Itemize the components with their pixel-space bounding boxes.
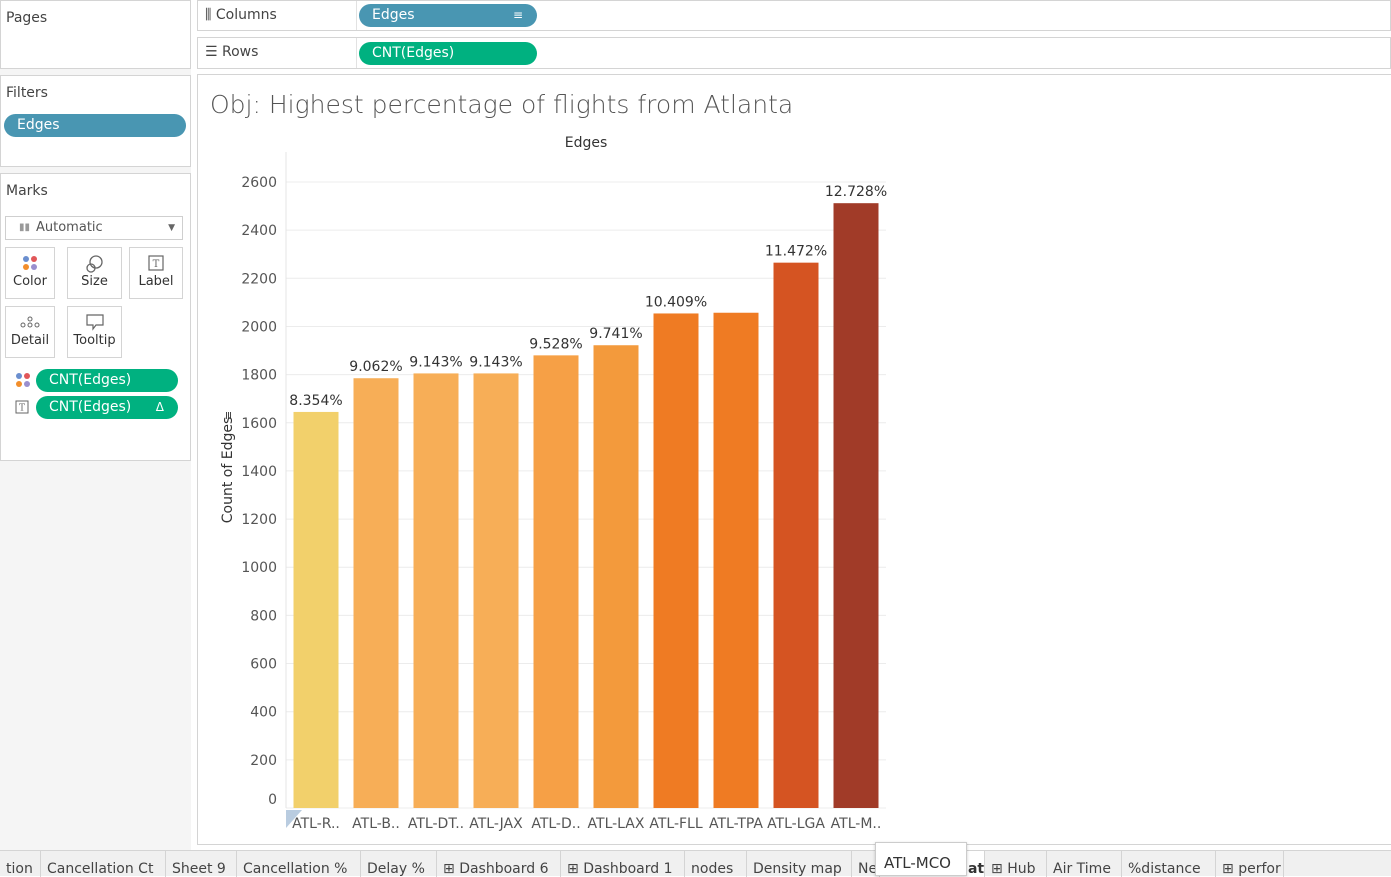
sheet-tab-label: Hub: [1007, 861, 1035, 877]
bar: [774, 263, 819, 808]
data-label: 9.062%: [349, 359, 402, 375]
bar: [714, 313, 759, 808]
sheet-tab[interactable]: Delay %: [361, 851, 437, 877]
y-tick-label: 2000: [241, 319, 277, 335]
y-tick-label: 400: [250, 705, 277, 721]
sheet-tab-label: perfor: [1238, 861, 1281, 877]
sheet-tab[interactable]: Sheet 9: [166, 851, 237, 877]
y-tick-label: 200: [250, 753, 277, 769]
y-tick-label: 1600: [241, 416, 277, 432]
bar: [474, 373, 519, 808]
y-tick-label: 2600: [241, 175, 277, 191]
bar: [354, 378, 399, 808]
sheet-tab-label: Dashboard 1: [583, 861, 672, 877]
data-label: 10.409%: [645, 294, 707, 310]
sheet-tab-label: Air Time: [1053, 861, 1111, 877]
x-tick-label: ATL-JAX: [469, 816, 523, 832]
data-label: 9.741%: [589, 326, 642, 342]
bar: [594, 345, 639, 808]
sheet-tab[interactable]: Cancellation %: [237, 851, 361, 877]
sheet-tab-label: tion: [6, 861, 33, 877]
data-label: 9.528%: [529, 336, 582, 352]
sheet-tab-label: %distance: [1128, 861, 1201, 877]
sheet-tab-label: Sheet 9: [172, 861, 226, 877]
data-label: 9.143%: [409, 354, 462, 370]
sheet-tab-label: nodes: [691, 861, 733, 877]
bar: [654, 313, 699, 808]
sheet-tab[interactable]: ⊞ perfor: [1216, 851, 1284, 877]
y-axis-title: Count of Edges: [220, 417, 236, 524]
bar: [414, 373, 459, 808]
y-tick-label: 1000: [241, 560, 277, 576]
x-tick-label: ATL-FLL: [649, 816, 703, 832]
sort-icon: ≡: [222, 411, 235, 420]
sheet-tab[interactable]: Density map: [747, 851, 852, 877]
x-tick-label: ATL-DT..: [408, 816, 464, 832]
sheet-tab[interactable]: ⊞ Dashboard 6: [437, 851, 561, 877]
data-label: 9.143%: [469, 354, 522, 370]
bar: [294, 412, 339, 808]
sheet-tab[interactable]: Cancellation Ct: [41, 851, 166, 877]
sheet-tab-label: Cancellation %: [243, 861, 347, 877]
x-tick-label: ATL-B..: [352, 816, 400, 832]
x-tick-label: ATL-D..: [531, 816, 580, 832]
sheet-tab-label: Dashboard 6: [459, 861, 548, 877]
x-tick-label: ATL-TPA: [709, 816, 763, 832]
sheet-tab[interactable]: nodes: [685, 851, 747, 877]
sheet-tab-label: Cancellation Ct: [47, 861, 153, 877]
y-tick-label: 1800: [241, 368, 277, 384]
sheet-tab[interactable]: ⊞ Dashboard 1: [561, 851, 685, 877]
sheet-tab[interactable]: tion: [0, 851, 41, 877]
sheet-tab-label: Delay %: [367, 861, 425, 877]
y-tick-label: 800: [250, 608, 277, 624]
dashboard-icon: ⊞: [567, 861, 583, 877]
data-label: 12.728%: [825, 184, 887, 200]
data-label: 11.472%: [765, 244, 827, 260]
bar: [834, 203, 879, 808]
hover-tooltip: ATL-MCO: [875, 842, 967, 876]
dashboard-icon: ⊞: [1222, 861, 1238, 877]
x-tick-label: ATL-R..: [292, 816, 340, 832]
sheet-tab[interactable]: %distance: [1122, 851, 1216, 877]
x-tick-label: ATL-M..: [831, 816, 882, 832]
bar: [534, 355, 579, 808]
y-tick-label: 0: [268, 792, 277, 808]
y-tick-label: 2400: [241, 223, 277, 239]
x-tick-label: ATL-LAX: [588, 816, 645, 832]
y-tick-label: 1200: [241, 512, 277, 528]
sheet-tab[interactable]: Air Time: [1047, 851, 1122, 877]
y-tick-label: 1400: [241, 464, 277, 480]
dashboard-icon: ⊞: [443, 861, 459, 877]
dashboard-icon: ⊞: [991, 861, 1007, 877]
sheet-tab-label: Density map: [753, 861, 842, 877]
y-tick-label: 600: [250, 657, 277, 673]
sheet-tabs: tion Cancellation Ct Sheet 9 Cancellation %…: [0, 850, 1391, 876]
sheet-tab[interactable]: ⊞ Hub: [985, 851, 1047, 877]
chart-title: Edges: [565, 135, 608, 151]
y-tick-label: 2200: [241, 271, 277, 287]
data-label: 8.354%: [289, 393, 342, 409]
x-tick-label: ATL-LGA: [767, 816, 825, 832]
